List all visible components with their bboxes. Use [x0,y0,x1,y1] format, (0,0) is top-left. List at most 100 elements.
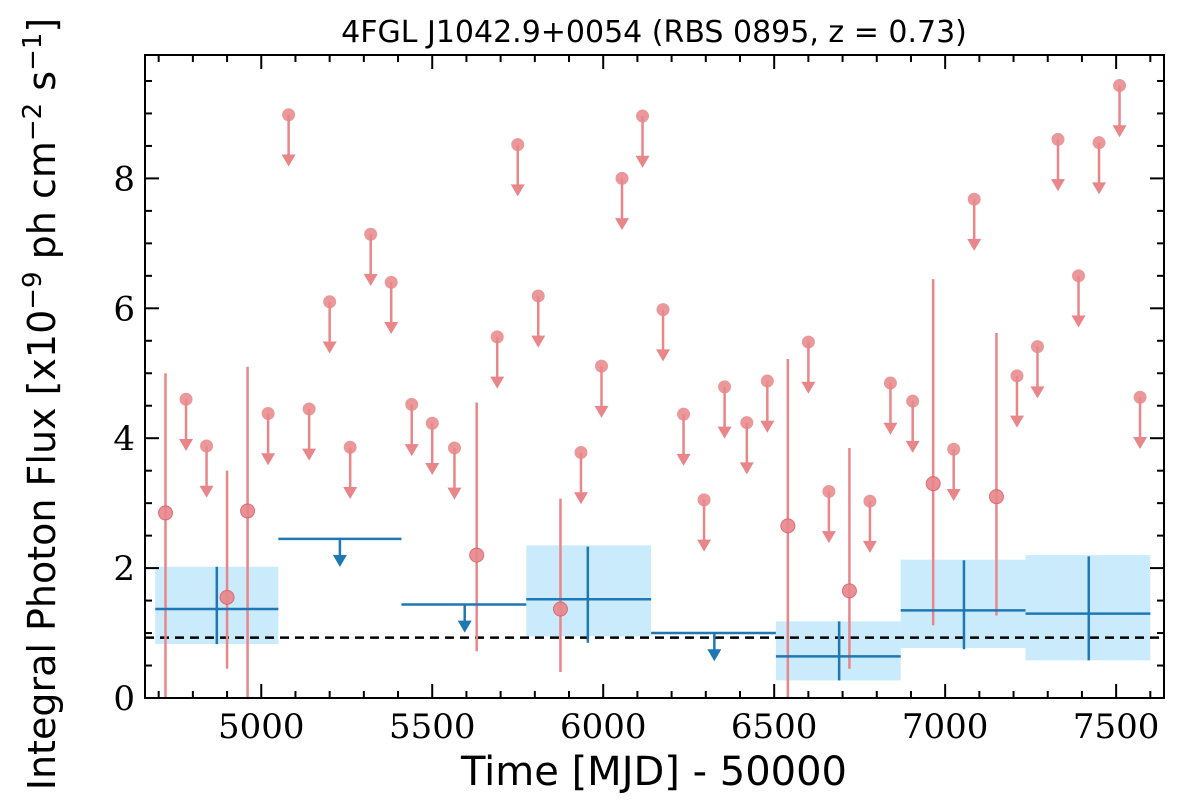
short-ul-marker [594,359,608,373]
y-tick-label: 8 [113,159,135,199]
short-ul-marker [323,295,337,309]
short-detection-point [988,489,1004,505]
short-detection-point [469,547,485,563]
short-ul-marker [282,108,296,122]
short-ul-marker [1010,369,1024,383]
short-ul-arrowhead [615,218,630,231]
short-ul-arrowhead [739,462,754,475]
short-ul-arrowhead [717,426,732,439]
short-ul-marker [405,397,419,411]
short-ul-arrowhead [905,440,920,453]
short-ul-marker [179,392,193,406]
short-ul-arrowhead [384,322,399,335]
short-ul-marker [1051,132,1065,146]
long-ul-arrowhead [707,649,722,662]
y-tick-label: 0 [113,679,135,719]
short-ul-marker [863,494,877,508]
short-ul-marker [531,289,545,303]
short-ul-marker [1072,269,1086,283]
short-ul-arrowhead [801,381,816,394]
short-ul-marker [740,416,754,430]
y-tick-label: 2 [113,549,135,589]
short-ul-arrowhead [1092,182,1107,195]
short-ul-marker [947,442,961,456]
short-ul-arrowhead [1050,179,1065,192]
short-ul-marker [343,440,357,454]
short-ul-arrowhead [573,492,588,505]
short-ul-arrowhead [179,438,194,451]
short-detection-point [552,601,568,617]
short-ul-marker [200,439,214,453]
short-ul-arrowhead [363,273,378,286]
x-tick-label: 5000 [218,707,305,747]
short-ul-marker [261,407,275,421]
short-ul-arrowhead [1009,415,1024,428]
short-ul-marker [1030,340,1044,354]
short-ul-marker [574,445,588,459]
short-ul-marker [656,303,670,317]
short-ul-arrowhead [302,448,317,461]
short-ul-arrowhead [281,154,296,167]
y-tick-label: 6 [113,289,135,329]
axes-frame [144,54,1165,699]
short-ul-marker [760,374,774,388]
short-ul-arrowhead [1112,125,1127,138]
short-ul-arrowhead [510,184,525,197]
short-ul-marker [801,335,815,349]
short-ul-marker [906,394,920,408]
short-ul-arrowhead [594,405,609,418]
short-ul-marker [615,171,629,185]
short-ul-marker [677,407,691,421]
short-detection-point [158,505,174,521]
short-ul-arrowhead [697,539,712,552]
short-ul-marker [364,227,378,241]
short-ul-arrowhead [946,488,961,501]
x-tick-label: 6000 [560,707,647,747]
x-tick-label: 7500 [1073,707,1160,747]
short-ul-arrowhead [343,487,358,500]
short-ul-arrowhead [967,238,982,251]
short-ul-arrowhead [862,540,877,553]
short-ul-arrowhead [322,341,337,354]
short-ul-marker [822,484,836,498]
short-ul-marker [1133,390,1147,404]
short-ul-arrowhead [1030,386,1045,399]
short-detection-point [240,503,256,519]
short-ul-arrowhead [404,444,419,457]
x-tick-label: 6500 [731,707,818,747]
short-detection-point [841,583,857,599]
short-ul-arrowhead [261,453,276,466]
short-ul-marker [490,330,504,344]
x-tick-label: 7000 [902,707,989,747]
short-ul-arrowhead [635,155,650,168]
short-ul-marker [697,493,711,507]
short-ul-arrowhead [883,422,898,435]
short-ul-arrowhead [676,453,691,466]
plot-area: 5000 5500 6000 6500 7000 7500 0 2 4 6 8 [113,54,1165,747]
short-ul-arrowhead [1071,315,1086,328]
short-ul-arrowhead [425,462,440,475]
short-ul-marker [1113,79,1127,93]
short-ul-arrowhead [490,376,505,389]
short-ul-marker [511,138,525,152]
short-detection-point [219,589,235,605]
short-ul-marker [883,376,897,390]
short-ul-arrowhead [821,531,836,544]
short-ul-marker [967,192,981,206]
short-ul-marker [384,275,398,289]
short-ul-arrowhead [199,485,214,498]
short-ul-arrowhead [656,349,671,362]
short-ul-marker [302,402,316,416]
long-ul-arrowhead [457,620,472,633]
short-ul-arrowhead [447,487,462,500]
short-ul-marker [636,109,650,123]
short-ul-arrowhead [1133,436,1148,449]
x-tick-label: 5500 [389,707,476,747]
short-detection-point [780,518,796,534]
chart-title: 4FGL J1042.9+0054 (RBS 0895, z = 0.73) [341,15,967,50]
y-axis-title: Integral Photon Flux [x10−9 ph cm−2 s−1] [18,18,64,791]
short-ul-arrowhead [531,335,546,348]
short-ul-arrowhead [760,420,775,433]
long-ul-arrowhead [332,555,347,568]
